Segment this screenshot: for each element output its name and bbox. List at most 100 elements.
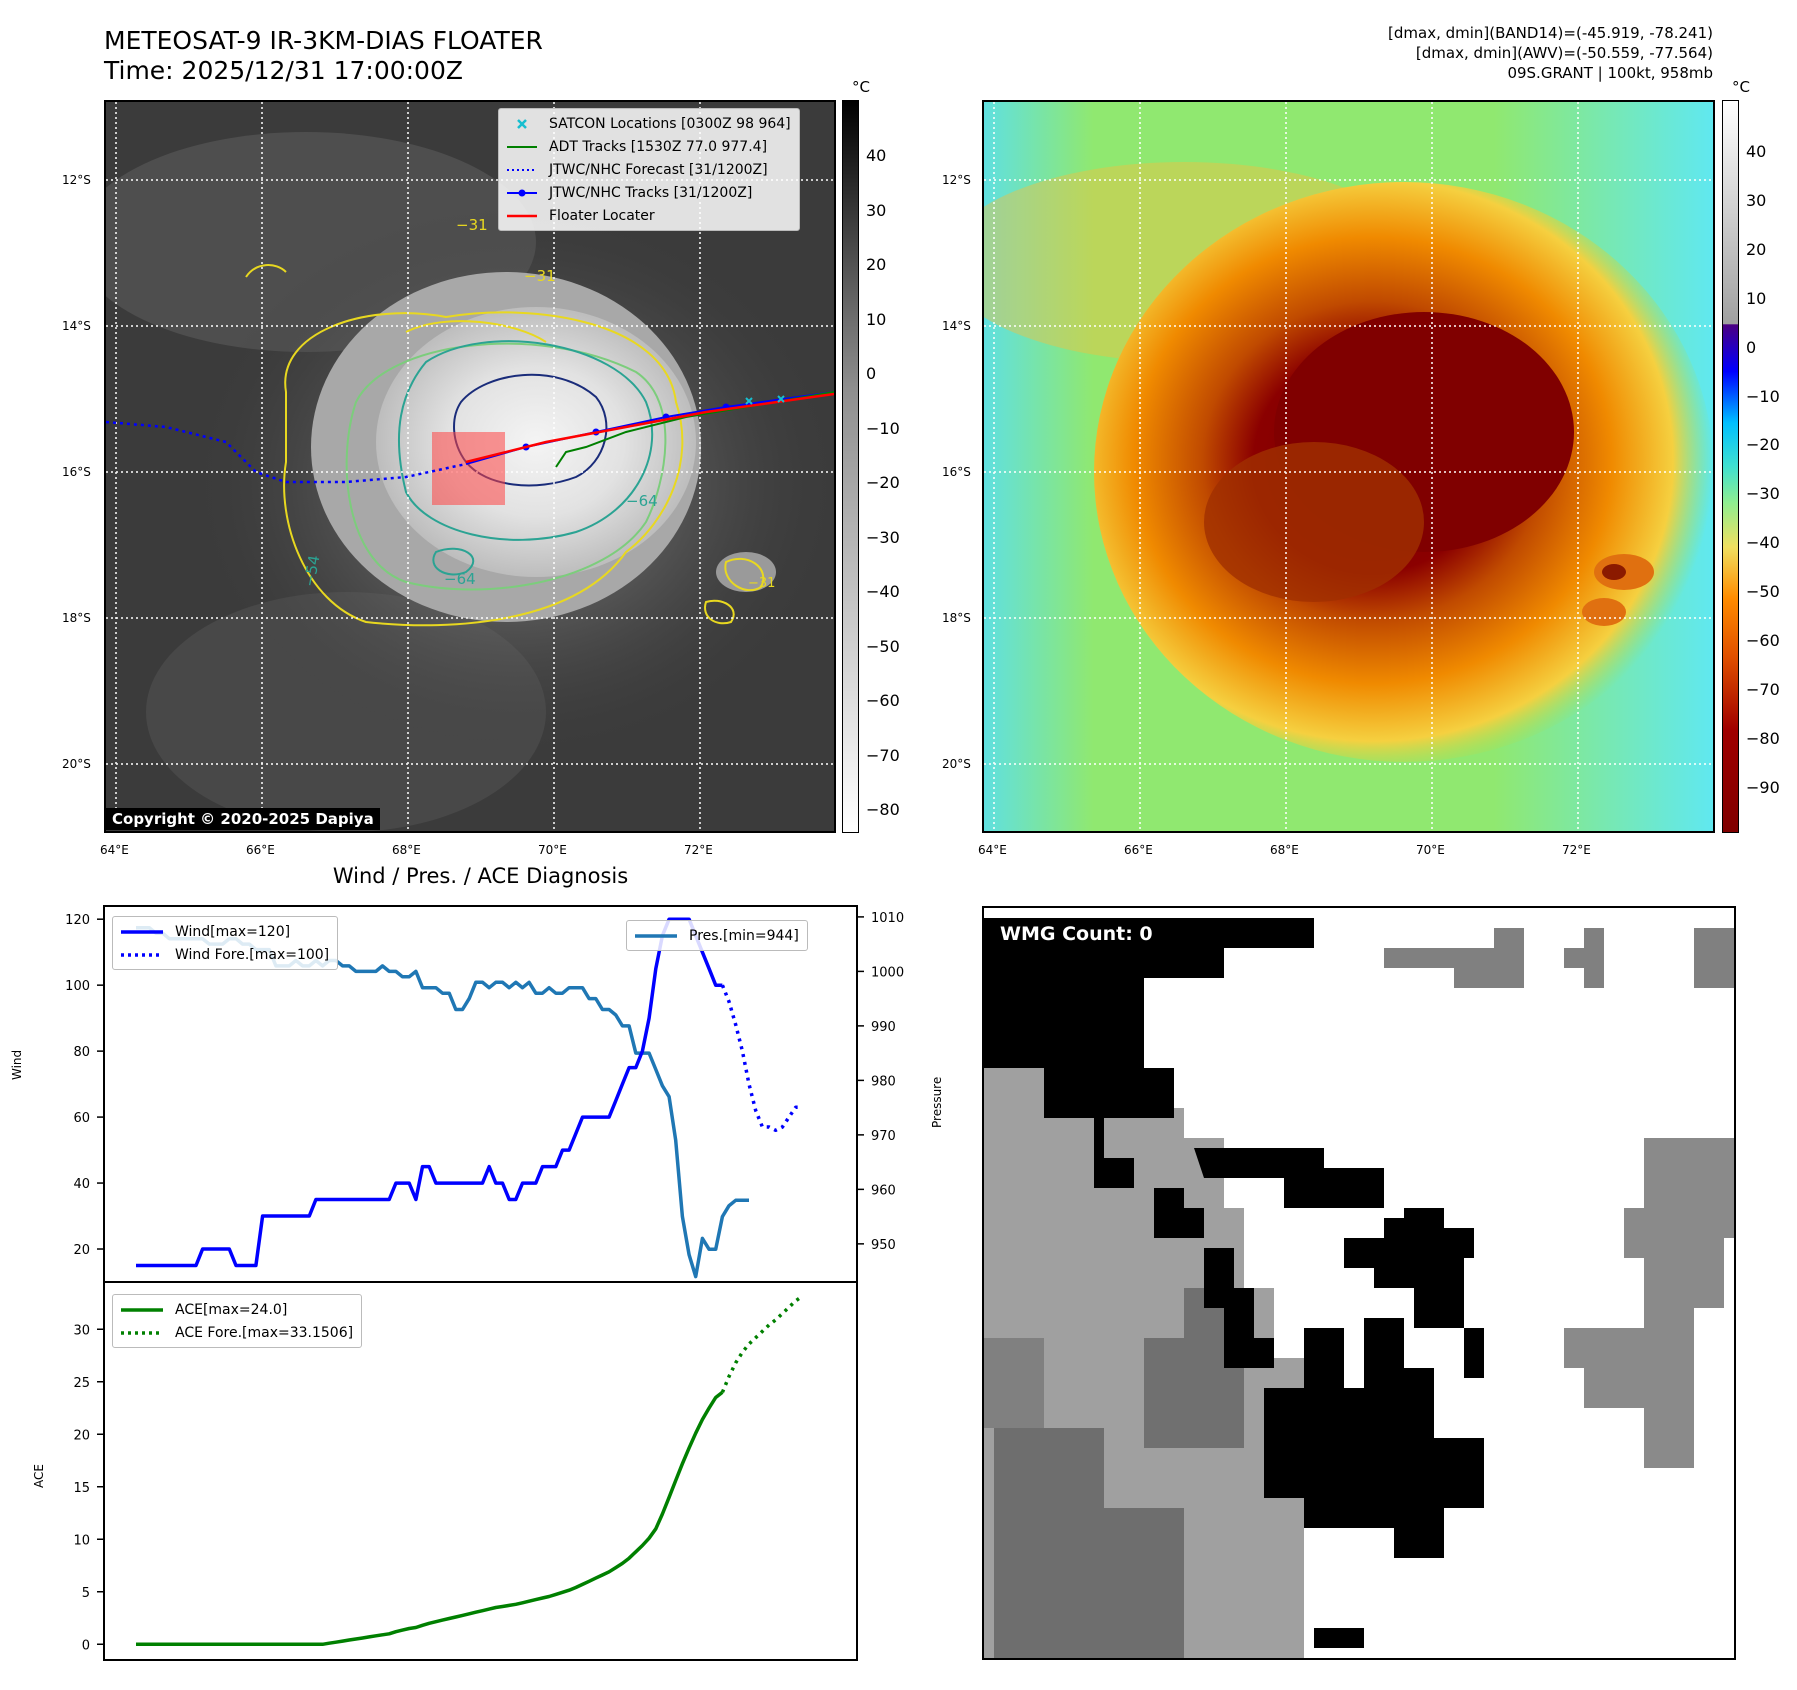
- colorbar-tick-label: −50: [1746, 582, 1780, 602]
- contour-label: −31: [524, 267, 556, 285]
- wmg-image: [984, 908, 1734, 1658]
- ir-map-panel: −31 −31 −54 −64 −64 −31 SATCON Locations…: [104, 100, 836, 833]
- jtwc-forecast-track: [106, 420, 467, 484]
- ace-axes: [103, 1281, 858, 1661]
- lat-label: 18°S: [942, 611, 971, 625]
- colorbar-tick-label: 40: [866, 146, 887, 165]
- color-map-panel: [982, 100, 1715, 833]
- lon-label: 70°E: [538, 843, 567, 857]
- colorbar-tick-label: 30: [1746, 190, 1767, 210]
- colorbar-tick-label: −50: [866, 636, 900, 656]
- ir-colorbar: [842, 100, 859, 833]
- ace-forecast-line: [720, 1294, 804, 1393]
- colorbar-tick-label: −30: [866, 527, 900, 547]
- y-tick-label: 120: [65, 913, 90, 928]
- satcon-marker: [745, 397, 753, 405]
- y-tick-label: 990: [871, 1020, 896, 1035]
- color-colorbar: [1722, 100, 1739, 833]
- pressure-legend: Pres.[min=944]: [626, 920, 808, 951]
- legend-satcon: SATCON Locations [0300Z 98 964]: [507, 112, 791, 135]
- diagnosis-title: Wind / Pres. / ACE Diagnosis: [332, 864, 629, 888]
- y-tick-label: 950: [871, 1238, 896, 1253]
- legend-jtwc-tracks: JTWC/NHC Tracks [31/1200Z]: [507, 181, 791, 204]
- y-tick-label: 1010: [871, 911, 904, 926]
- lat-label: 12°S: [942, 173, 971, 187]
- legend-adt: ADT Tracks [1530Z 77.0 977.4]: [507, 138, 768, 155]
- legend-wind-fore: Wind Fore.[max=100]: [121, 946, 330, 963]
- colorbar-tick-label: −20: [866, 473, 900, 492]
- colorbar-tick-label: −10: [1746, 386, 1780, 406]
- info-band14: [dmax, dmin](BAND14)=(-45.919, -78.241): [1388, 24, 1713, 42]
- wind-forecast-line: [720, 984, 803, 1133]
- y-tick-label: 10: [73, 1533, 90, 1548]
- lat-label: 20°S: [62, 757, 91, 771]
- floater-locater-line: [465, 392, 834, 464]
- color-map-gridlines: [984, 102, 1713, 831]
- lon-label: 66°E: [246, 843, 275, 857]
- lon-label: 72°E: [684, 843, 713, 857]
- y-tick-label: 970: [871, 1129, 896, 1144]
- colorbar-tick-label: −80: [866, 800, 900, 819]
- legend-floater: Floater Locater: [507, 207, 655, 224]
- contour-label: −64: [444, 570, 476, 588]
- figure-time: Time: 2025/12/31 17:00:00Z: [104, 56, 463, 85]
- floater-box: [432, 432, 505, 505]
- colorbar-tick-label: −30: [1746, 484, 1780, 504]
- contour-label: −31: [748, 576, 776, 591]
- copyright-badge: Copyright © 2020-2025 Dapiya: [106, 808, 380, 830]
- lat-label: 14°S: [62, 319, 91, 333]
- colorbar-tick-label: −20: [1746, 435, 1780, 455]
- colorbar-tick-label: −40: [1746, 533, 1780, 553]
- legend-ace: ACE[max=24.0]: [121, 1301, 288, 1318]
- wmg-count-badge: WMG Count: 0: [994, 920, 1159, 948]
- colorbar-tick-label: −70: [866, 745, 900, 765]
- colorbar-tick-label: 0: [866, 364, 877, 383]
- y-tick-label: 5: [82, 1586, 90, 1601]
- contour-label: −64: [626, 492, 658, 510]
- color-colorbar-unit: °C: [1732, 78, 1750, 96]
- y-tick-label: 30: [73, 1323, 90, 1338]
- colorbar-tick-label: 10: [1746, 288, 1767, 308]
- lat-label: 14°S: [942, 319, 971, 333]
- y-tick-label: 80: [73, 1045, 90, 1060]
- lon-label: 68°E: [392, 843, 421, 857]
- lat-label: 18°S: [62, 611, 91, 625]
- y-tick-label: 980: [871, 1074, 896, 1089]
- color-map-image: [984, 102, 1713, 831]
- figure-title: METEOSAT-9 IR-3KM-DIAS FLOATER: [104, 26, 543, 55]
- ir-colorbar-unit: °C: [852, 78, 870, 96]
- pressure-line: [136, 926, 749, 1279]
- colorbar-tick-label: 20: [1746, 239, 1767, 259]
- contour-label: −31: [456, 216, 488, 234]
- colorbar-tick-label: −60: [866, 691, 900, 710]
- colorbar-tick-label: 0: [1746, 337, 1757, 357]
- ace-line: [136, 1390, 724, 1647]
- legend-jtwc-forecast: JTWC/NHC Forecast [31/1200Z]: [507, 161, 768, 178]
- y-tick-label: 20: [73, 1243, 90, 1258]
- colorbar-tick-label: −70: [1746, 679, 1780, 699]
- lat-label: 20°S: [942, 757, 971, 771]
- ace-legend: ACE[max=24.0] ACE Fore.[max=33.1506]: [112, 1294, 363, 1348]
- lon-label: 64°E: [978, 843, 1007, 857]
- lon-label: 72°E: [1562, 843, 1591, 857]
- wind-line: [136, 917, 723, 1268]
- colorbar-tick-label: 20: [866, 255, 887, 274]
- lon-label: 64°E: [100, 843, 129, 857]
- y-tick-label: 0: [82, 1638, 90, 1653]
- legend-ace-fore: ACE Fore.[max=33.1506]: [121, 1324, 354, 1341]
- y-tick-label: 20: [73, 1428, 90, 1443]
- y-tick-label: 25: [73, 1376, 90, 1391]
- colorbar-tick-label: 40: [1746, 142, 1767, 161]
- lon-label: 66°E: [1124, 843, 1153, 857]
- legend-pressure: Pres.[min=944]: [635, 927, 799, 944]
- colorbar-tick-label: −10: [866, 418, 900, 438]
- colorbar-tick-label: 30: [866, 200, 887, 220]
- lat-label: 12°S: [62, 173, 91, 187]
- wind-legend: Wind[max=120] Wind Fore.[max=100]: [112, 916, 339, 970]
- y-tick-label: 960: [871, 1183, 896, 1198]
- lon-label: 70°E: [1416, 843, 1445, 857]
- lat-label: 16°S: [942, 465, 971, 479]
- y-tick-label: 60: [73, 1111, 90, 1126]
- map-legend: SATCON Locations [0300Z 98 964] ADT Trac…: [498, 108, 800, 231]
